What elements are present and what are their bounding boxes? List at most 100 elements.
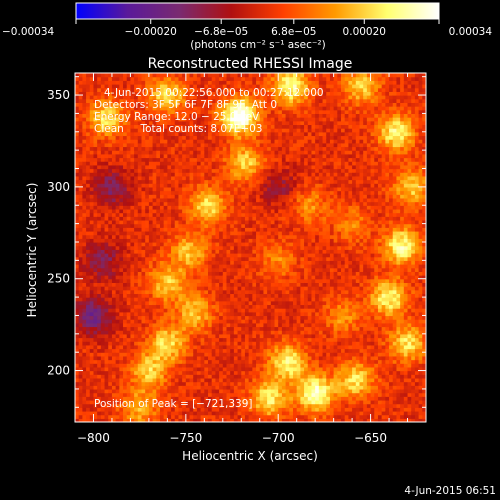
heatmap-cell [252,131,257,137]
heatmap-cell [100,399,106,405]
heatmap-cell [248,311,253,317]
heatmap-cell [244,179,250,184]
heatmap-cell [126,150,132,155]
heatmap-cell [193,293,198,298]
heatmap-cell [130,186,135,192]
heatmap-cell [134,84,139,89]
heatmap-cell [233,223,239,228]
heatmap-cell [152,399,157,405]
heatmap-cell [196,322,202,328]
heatmap-cell [237,311,242,317]
heatmap-cell [78,392,83,397]
heatmap-cell [200,164,205,170]
heatmap-cell [93,205,98,210]
heatmap-cell [156,330,161,335]
heatmap-cell [256,366,261,372]
heatmap-cell [134,304,139,309]
heatmap-cell [141,223,146,228]
heatmap-cell [241,84,246,89]
heatmap-cell [193,208,198,214]
heatmap-cell [100,219,106,225]
heatmap-cell [78,76,83,81]
heatmap-cell [119,311,124,317]
colorbar [75,2,440,20]
heatmap-cell [119,139,124,144]
heatmap-cell [159,102,165,107]
heatmap-cell [200,326,205,331]
heatmap-cell [182,168,187,173]
heatmap-cell [97,264,102,269]
heatmap-cell [263,164,268,170]
heatmap-cell [174,271,180,276]
heatmap-cell [126,366,132,372]
heatmap-cell [97,282,102,287]
heatmap-cell [145,396,150,401]
heatmap-cell [111,341,117,346]
heatmap-cell [208,205,213,210]
heatmap-cell [75,315,80,320]
heatmap-cell [152,308,157,313]
heatmap-cell [248,370,253,375]
heatmap-cell [215,300,220,306]
heatmap-cell [148,135,154,140]
heatmap-cell [211,106,216,111]
heatmap-cell [248,315,253,320]
heatmap-cell [244,407,250,412]
heatmap-cell [82,153,87,159]
heatmap-cell [130,212,135,217]
heatmap-cell [148,146,154,151]
heatmap-cell [256,315,261,320]
heatmap-cell [208,87,213,92]
heatmap-cell [248,135,253,140]
heatmap-cell [78,304,83,309]
heatmap-cell [182,146,187,151]
heatmap-cell [126,157,132,162]
heatmap-cell [208,388,213,394]
heatmap-cell [167,249,172,254]
heatmap-cell [130,330,135,335]
heatmap-cell [182,333,187,339]
heatmap-cell [215,407,220,412]
heatmap-cell [263,337,268,342]
heatmap-cell [226,366,231,372]
heatmap-cell [104,135,109,140]
heatmap-cell [148,326,154,331]
heatmap-cell [263,399,268,405]
heatmap-cell [185,135,191,140]
heatmap-cell [244,172,250,177]
heatmap-cell [189,197,194,203]
heatmap-cell [163,208,168,214]
heatmap-cell [171,142,176,148]
heatmap-cell [178,370,183,375]
heatmap-cell [248,396,253,401]
heatmap-cell [233,359,239,364]
heatmap-cell [148,223,154,228]
heatmap-cell [104,84,109,89]
heatmap-cell [189,230,194,236]
heatmap-cell [115,87,120,92]
heatmap-cell [244,352,250,357]
heatmap-cell [233,300,239,306]
heatmap-cell [193,300,198,306]
heatmap-cell [182,73,187,78]
heatmap-cell [108,330,113,335]
heatmap-cell [263,260,268,265]
heatmap-cell [89,135,95,140]
heatmap-cell [237,219,242,225]
heatmap-cell [119,208,124,214]
heatmap-cell [200,297,205,302]
heatmap-cell [119,197,124,203]
heatmap-cell [185,388,191,394]
heatmap-cell [211,271,216,276]
heatmap-cell [123,286,128,291]
heatmap-cell [244,385,250,390]
heatmap-cell [185,131,191,137]
heatmap-cell [159,275,165,280]
heatmap-cell [111,227,117,232]
chart-title: Reconstructed RHESSI Image [148,56,353,72]
heatmap-cell [189,208,194,214]
heatmap-cell [126,175,132,181]
heatmap-cell [248,201,253,206]
heatmap-cell [123,146,128,151]
heatmap-cell [100,341,106,346]
